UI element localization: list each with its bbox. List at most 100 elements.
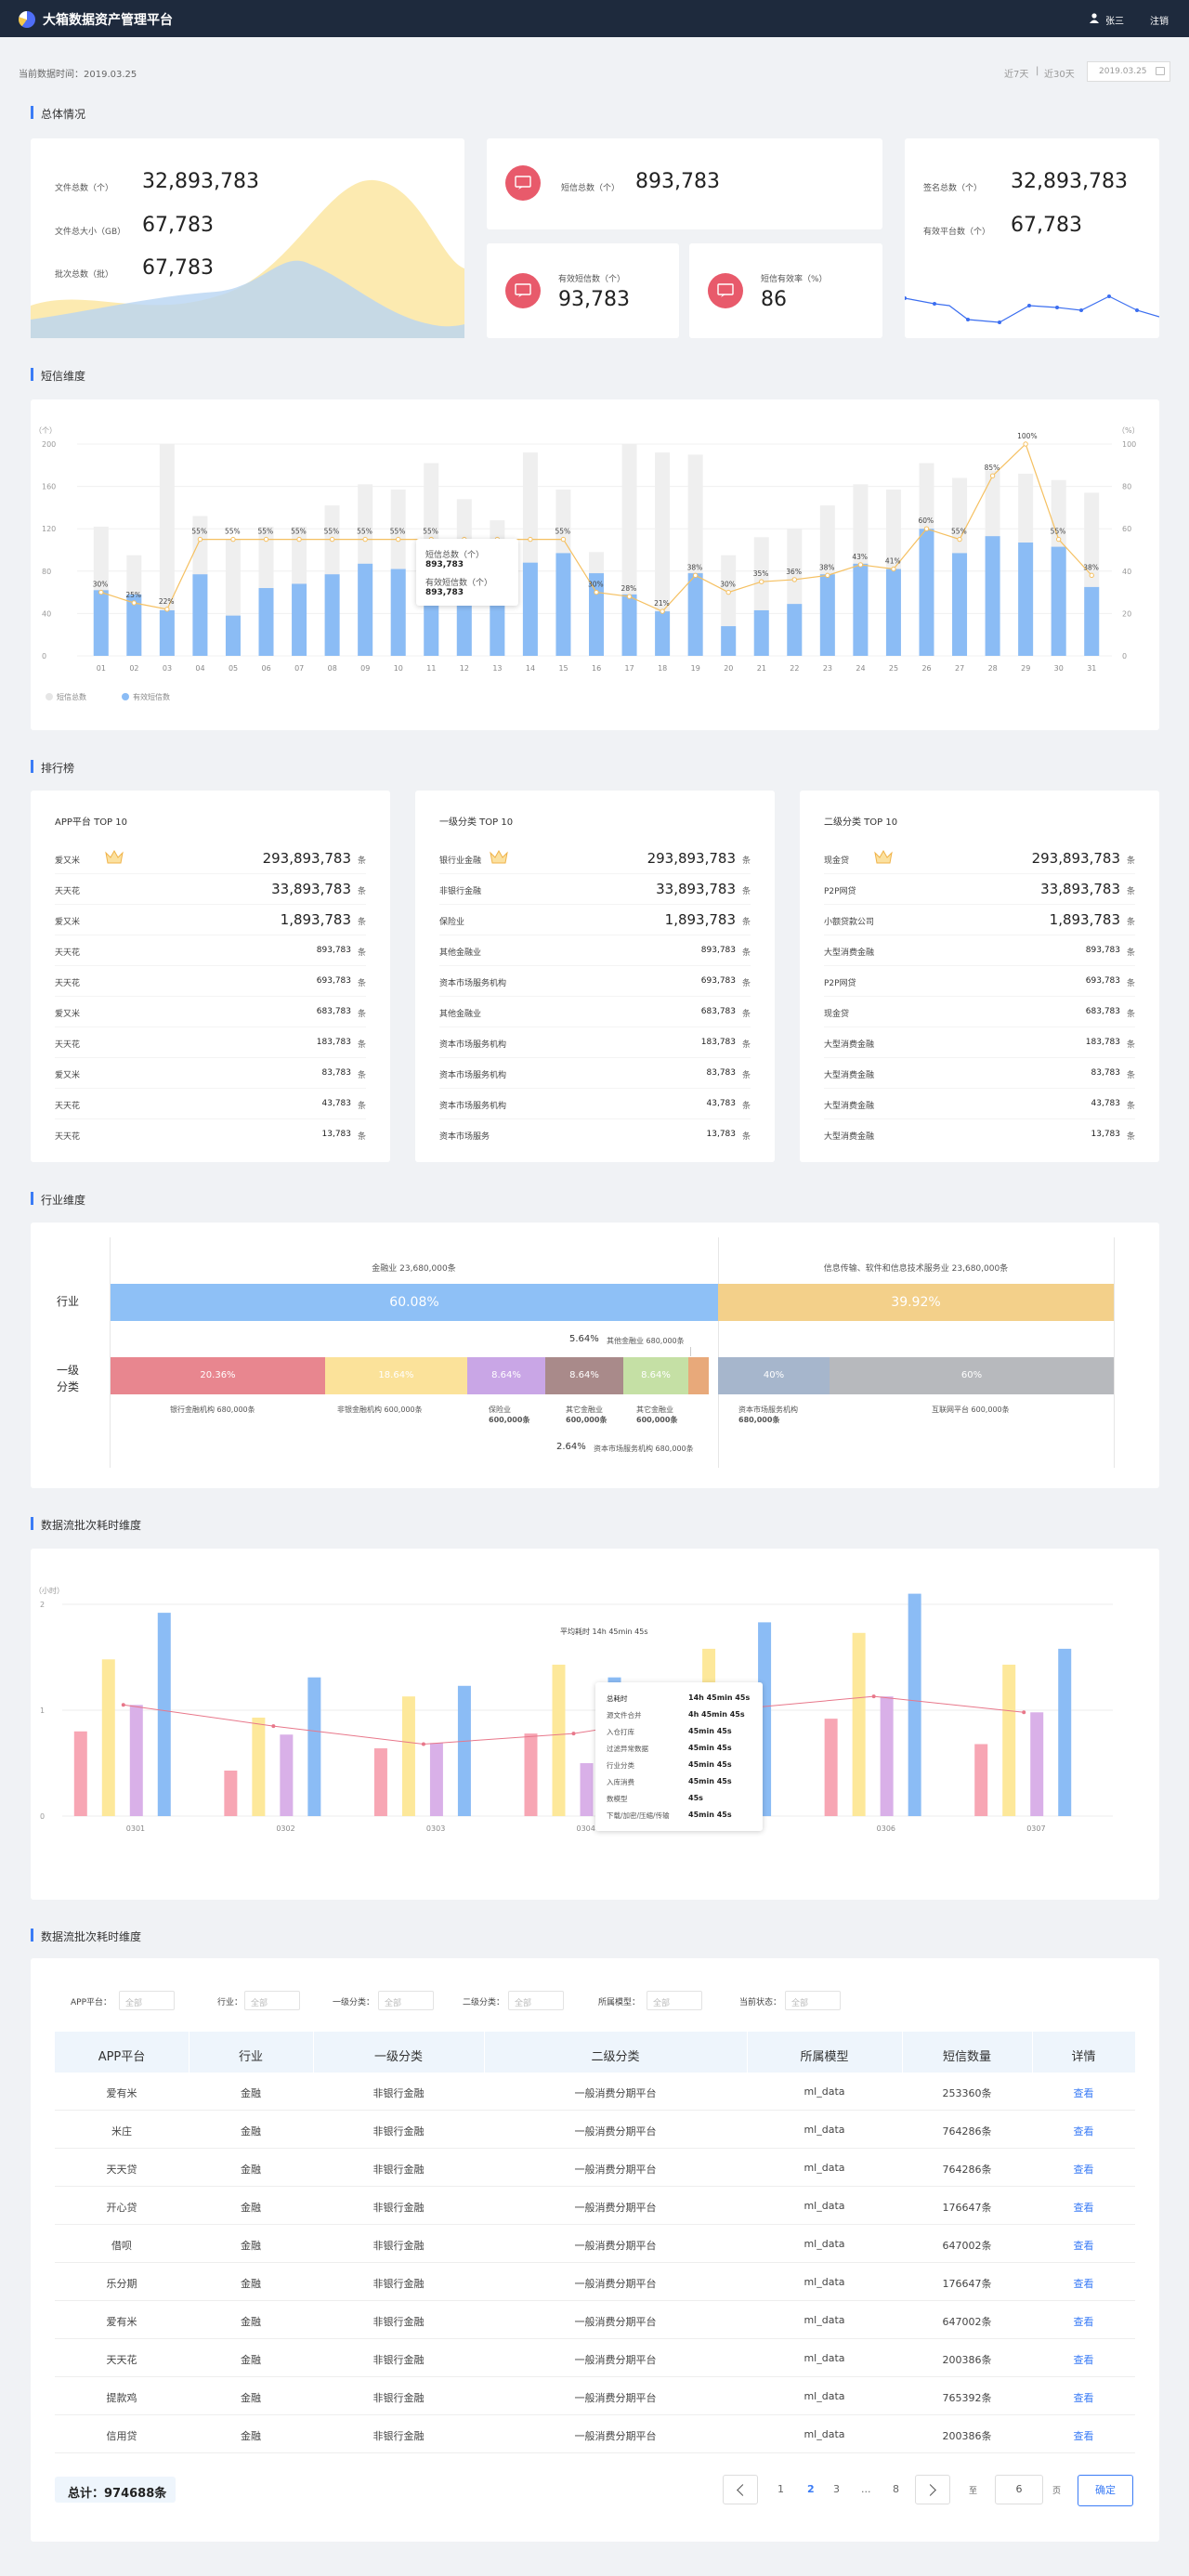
section-title-overall: 总体情况 xyxy=(41,108,86,121)
view-detail-link[interactable]: 查看 xyxy=(1073,2354,1094,2366)
goto-page-input[interactable]: 6 xyxy=(995,2475,1043,2504)
platform-value: 67,783 xyxy=(1011,214,1082,237)
seg-label-nonbank: 非银金融机构 600,000条 xyxy=(337,1406,423,1414)
page-number[interactable]: 8 xyxy=(893,2483,899,2495)
filter-select-level2[interactable]: 全部 xyxy=(508,1991,564,2010)
x-tick-label: 06 xyxy=(262,664,271,673)
rank-unit: 条 xyxy=(741,1132,751,1142)
legend-total[interactable]: 短信总数 xyxy=(57,693,86,701)
x-tick-label: 03 xyxy=(163,664,172,673)
last-30-days-button[interactable]: 近30天 xyxy=(1044,70,1075,80)
rate-label: 36% xyxy=(786,568,802,576)
bar-total xyxy=(159,444,175,656)
view-detail-link[interactable]: 查看 xyxy=(1073,2392,1094,2404)
rank-unit: 条 xyxy=(357,948,366,958)
view-detail-link[interactable]: 查看 xyxy=(1073,2164,1094,2176)
section-title-flow: 数据流批次耗时维度 xyxy=(41,1519,142,1532)
next-page-button[interactable] xyxy=(915,2475,950,2504)
col-divider xyxy=(902,2032,903,2073)
filter-select-level1[interactable]: 全部 xyxy=(378,1991,434,2010)
prev-page-button[interactable] xyxy=(723,2475,758,2504)
seg-label-insurance: 保险业 xyxy=(489,1406,511,1414)
page-number[interactable]: 3 xyxy=(833,2483,840,2495)
level1-segment[interactable]: 40% xyxy=(718,1357,830,1394)
rate-label: 55% xyxy=(390,528,406,536)
level1-segment[interactable] xyxy=(688,1357,709,1394)
section-marker xyxy=(31,368,33,381)
industry-it-bar[interactable]: 39.92% xyxy=(718,1284,1114,1321)
level1-segment[interactable]: 8.64% xyxy=(467,1357,545,1394)
sms-valid-label: 有效短信数（个） xyxy=(558,275,626,284)
avg-point xyxy=(1022,1710,1026,1715)
tooltip-step-value: 45min 45s xyxy=(688,1777,732,1785)
calendar-icon[interactable] xyxy=(1156,67,1165,75)
level1-segment[interactable]: 8.64% xyxy=(545,1357,623,1394)
date-picker[interactable]: 2019.03.25 xyxy=(1087,61,1170,82)
rate-point xyxy=(560,536,567,543)
rank-value: 33,893,783 xyxy=(1040,881,1120,897)
divider xyxy=(55,1088,366,1089)
level1-segment[interactable]: 8.64% xyxy=(623,1357,688,1394)
level1-segment[interactable]: 18.64% xyxy=(325,1357,467,1394)
bar-valid xyxy=(225,615,241,656)
level1-segment[interactable]: 60% xyxy=(830,1357,1114,1394)
rate-label: 85% xyxy=(985,464,1000,472)
view-detail-link[interactable]: 查看 xyxy=(1073,2202,1094,2214)
level1-segment[interactable]: 20.36% xyxy=(111,1357,325,1394)
filter-select-app[interactable]: 全部 xyxy=(119,1991,175,2010)
section-title-industry: 行业维度 xyxy=(41,1194,86,1207)
rank-name: P2P网贷 xyxy=(824,979,856,988)
view-detail-link[interactable]: 查看 xyxy=(1073,2125,1094,2138)
table-cell: 一般消费分期平台 xyxy=(574,2430,657,2442)
rank-name: 现金贷 xyxy=(824,856,850,866)
rank-name: P2P网贷 xyxy=(824,887,856,896)
sms-valid-card: 有效短信数（个） 93,783 xyxy=(487,243,679,338)
filter-label-level1: 一级分类： xyxy=(333,1998,375,2007)
sms-rate-card: 短信有效率（%） 86 xyxy=(689,243,882,338)
table-cell: ml_data xyxy=(804,2086,845,2098)
legend-valid[interactable]: 有效短信数 xyxy=(133,693,170,701)
y-tick-right: 40 xyxy=(1122,568,1131,576)
table-cell: 非银行金融 xyxy=(372,2392,425,2404)
filter-select-status[interactable]: 全部 xyxy=(785,1991,841,2010)
rate-label: 55% xyxy=(1051,528,1066,536)
filter-label-industry: 行业： xyxy=(217,1998,243,2007)
rank-unit: 条 xyxy=(357,856,366,866)
confirm-button[interactable]: 确定 xyxy=(1078,2475,1133,2506)
rank-name: 大型消费金融 xyxy=(824,1040,875,1050)
divider xyxy=(824,1088,1135,1089)
view-detail-link[interactable]: 查看 xyxy=(1073,2240,1094,2252)
table-cell: 253360条 xyxy=(942,2087,992,2099)
logout-button[interactable]: 注销 xyxy=(1150,17,1169,27)
logo-icon xyxy=(19,11,35,28)
page-number[interactable]: 1 xyxy=(777,2483,784,2495)
view-detail-link[interactable]: 查看 xyxy=(1073,2087,1094,2099)
sms-rate-label: 短信有效率（%） xyxy=(761,275,828,284)
flow-bar-blue xyxy=(307,1677,321,1816)
table-cell: 176647条 xyxy=(942,2202,992,2214)
last-7-days-button[interactable]: 近7天 xyxy=(1004,70,1029,80)
note1-text: 其他金融业 680,000条 xyxy=(607,1337,685,1345)
flow-bar-red xyxy=(824,1719,838,1816)
rank-unit: 条 xyxy=(741,1102,751,1111)
rank-name: 资本市场服务机构 xyxy=(439,1071,507,1080)
industry-finance-bar[interactable]: 60.08% xyxy=(111,1284,718,1321)
rank-title: 二级分类 TOP 10 xyxy=(824,817,898,828)
divider xyxy=(439,965,751,966)
rate-label: 55% xyxy=(555,528,570,536)
user-name[interactable]: 张三 xyxy=(1105,17,1124,27)
section-title-rank: 排行榜 xyxy=(41,762,75,775)
rank-value: 83,783 xyxy=(706,1068,737,1078)
rank-card-0: APP平台 TOP 10 爱又米 293,893,783 条天天花 33,893,783… xyxy=(31,791,390,1162)
view-detail-link[interactable]: 查看 xyxy=(1073,2316,1094,2328)
page-number[interactable]: 2 xyxy=(807,2483,815,2495)
rank-value: 893,783 xyxy=(1085,946,1120,955)
view-detail-link[interactable]: 查看 xyxy=(1073,2278,1094,2290)
rank-unit: 条 xyxy=(1126,1102,1135,1111)
filter-select-industry[interactable]: 全部 xyxy=(244,1991,300,2010)
industry-card: 行业 一级分类 金融业 23,680,000条 信息传输、软件和信息技术服务业 … xyxy=(31,1223,1159,1488)
view-detail-link[interactable]: 查看 xyxy=(1073,2430,1094,2442)
rate-label: 41% xyxy=(885,557,901,566)
industry-it-label: 信息传输、软件和信息技术服务业 23,680,000条 xyxy=(823,1264,1009,1274)
filter-select-model[interactable]: 全部 xyxy=(647,1991,702,2010)
